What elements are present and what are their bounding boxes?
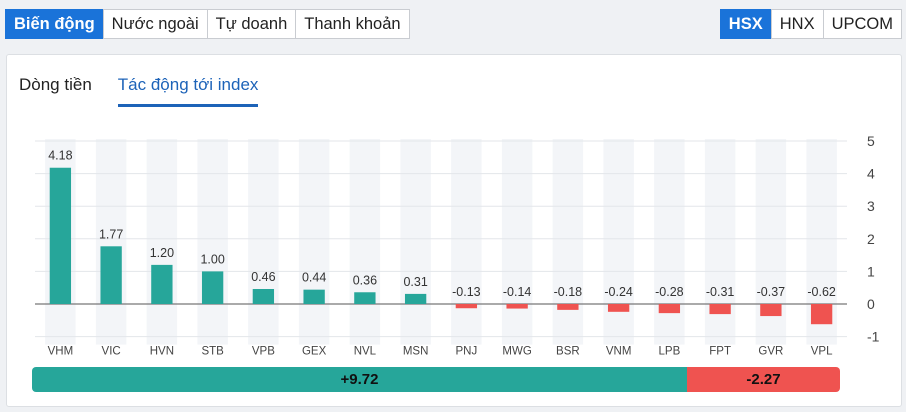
column-band (654, 139, 685, 345)
bar-value-label: 1.20 (150, 246, 174, 260)
bar-stb (201, 271, 224, 304)
segment-nuoc-ngoai[interactable]: Nước ngoài (102, 9, 208, 39)
bar-lpb (658, 304, 681, 314)
column-band (95, 139, 127, 345)
segment-thanh-khoan[interactable]: Thanh khoản (295, 9, 410, 39)
bar-hvn (151, 264, 173, 304)
x-tick-label: LPB (659, 346, 681, 358)
column-band (146, 139, 178, 345)
y-tick-label: 1 (867, 263, 875, 279)
x-tick-label: VPL (811, 346, 833, 358)
column-band (552, 139, 584, 345)
exchange-hsx[interactable]: HSX (719, 9, 772, 39)
bar-mwg (506, 304, 528, 309)
top-toolbar: Biến động Nước ngoài Tự doanh Thanh khoả… (0, 0, 906, 46)
x-tick-label: VPB (252, 346, 275, 358)
x-tick-label: VHM (48, 346, 74, 358)
bar-value-label: 0.31 (403, 275, 427, 289)
x-tick-label: VIC (102, 346, 121, 358)
column-band (400, 139, 431, 345)
exchange-upcom[interactable]: UPCOM (822, 9, 902, 39)
column-band (197, 139, 228, 345)
y-tick-label: 0 (867, 296, 875, 312)
bar-value-label: 0.36 (353, 273, 377, 287)
summary-positive: +9.72 (32, 367, 688, 392)
y-tick-label: 4 (867, 166, 875, 182)
column-band (248, 139, 279, 345)
view-segment: Biến động Nước ngoài Tự doanh Thanh khoả… (5, 9, 410, 39)
column-band (298, 139, 330, 345)
bar-vpb (252, 289, 275, 304)
bar-value-label: -0.62 (807, 285, 836, 299)
segment-bien-dong[interactable]: Biến động (5, 9, 104, 39)
bar-value-label: -0.31 (706, 285, 735, 299)
bar-vnm (607, 304, 630, 312)
bar-bsr (557, 304, 579, 310)
exchange-hnx[interactable]: HNX (770, 9, 824, 39)
y-tick-label: -1 (867, 329, 880, 345)
y-tick-label: 2 (867, 231, 875, 247)
bar-value-label: 4.18 (48, 149, 72, 163)
bar-vpl (810, 304, 833, 325)
exchange-segment: HSX HNX UPCOM (719, 9, 902, 39)
column-band (451, 139, 482, 345)
y-tick-label: 3 (867, 198, 875, 214)
x-tick-label: HVN (150, 346, 174, 358)
bar-value-label: -0.24 (604, 285, 633, 299)
tab-dong-tien[interactable]: Dòng tiền (19, 75, 92, 94)
x-tick-label: GEX (302, 346, 327, 358)
bar-value-label: 1.77 (99, 227, 123, 241)
bar-pnj (455, 304, 478, 309)
bar-value-label: 0.46 (251, 270, 275, 284)
x-tick-label: MSN (403, 346, 429, 358)
column-band (501, 139, 533, 345)
bar-value-label: -0.14 (503, 285, 532, 299)
summary-negative: -2.27 (687, 367, 840, 392)
x-tick-label: STB (201, 346, 224, 358)
bar-msn (404, 293, 427, 304)
x-tick-label: NVL (354, 346, 377, 358)
y-tick-label: 5 (867, 133, 875, 149)
x-tick-label: MWG (502, 346, 531, 358)
x-tick-label: FPT (709, 346, 731, 358)
chart-card: Dòng tiền Tác động tới index 5 4 3 2 1 0 -1 4.1… (6, 54, 902, 407)
summary-bar: +9.72 -2.27 (32, 367, 840, 392)
bar-value-label: -0.18 (554, 285, 583, 299)
x-tick-label: VNM (606, 346, 632, 358)
bar-value-label: 0.44 (302, 271, 326, 285)
x-tick-label: PNJ (456, 346, 478, 358)
bar-gvr (760, 304, 782, 317)
impact-bar-chart: 5 4 3 2 1 0 -1 4.18 VHM 1.77 VIC 1.20 HVN 1.00 STB 0.46… (35, 133, 880, 358)
tab-tac-dong-index[interactable]: Tác động tới index (117, 75, 259, 107)
bar-value-label: -0.13 (452, 285, 481, 299)
bar-gex (303, 289, 325, 304)
column-band (603, 139, 634, 345)
bar-value-label: -0.37 (757, 285, 786, 299)
bar-fpt (709, 304, 731, 315)
x-tick-label: GVR (758, 346, 783, 358)
bar-nvl (354, 292, 376, 304)
bar-value-label: 1.00 (200, 252, 224, 266)
bar-value-label: -0.28 (655, 285, 684, 299)
bar-vhm (49, 167, 72, 304)
column-band (349, 139, 381, 345)
segment-tu-doanh[interactable]: Tự doanh (206, 9, 297, 39)
x-tick-label: BSR (556, 346, 580, 358)
chart-tabs: Dòng tiền Tác động tới index (19, 75, 284, 107)
bar-vic (100, 246, 122, 304)
